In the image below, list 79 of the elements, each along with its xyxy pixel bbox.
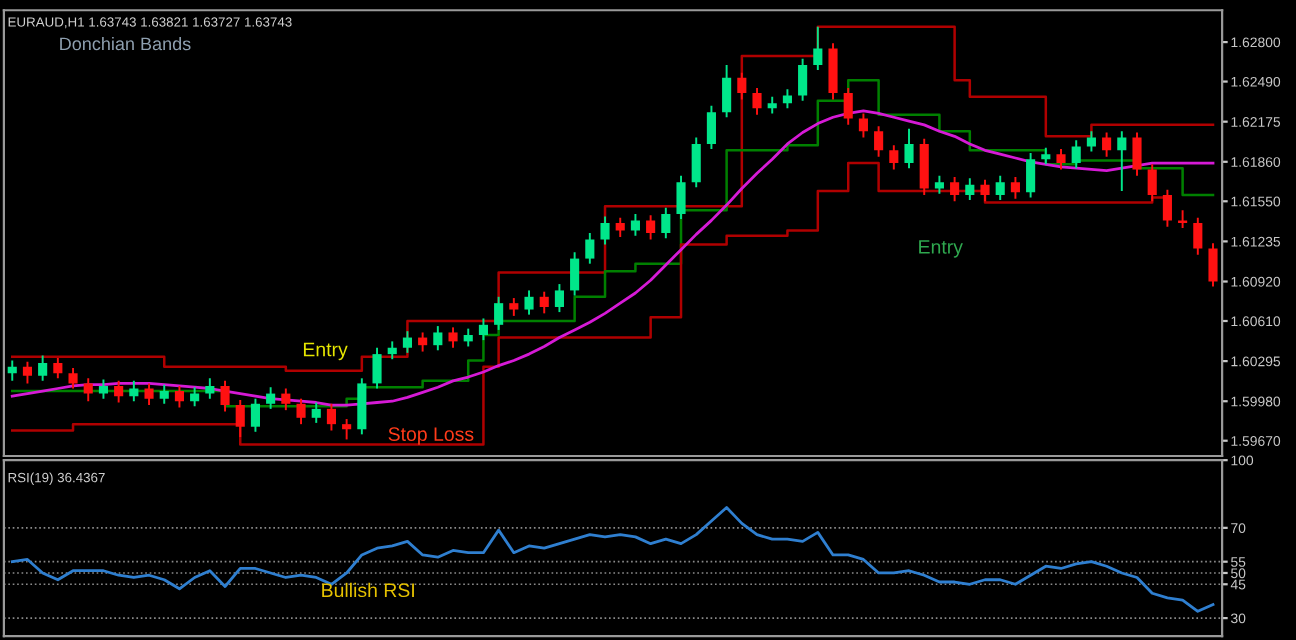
candlestick: [22, 360, 33, 385]
candlestick: [980, 178, 990, 203]
candlestick: [585, 232, 595, 265]
candlestick: [524, 289, 534, 316]
candlestick: [539, 290, 549, 315]
candlestick: [1026, 151, 1036, 199]
candlestick: [813, 25, 823, 72]
candlestick: [600, 215, 610, 246]
candlestick: [737, 71, 747, 101]
candlestick: [676, 174, 686, 221]
candlestick: [250, 397, 260, 433]
candlestick: [296, 397, 306, 426]
candlestick: [646, 214, 656, 241]
candlestick: [843, 86, 853, 126]
candlestick: [478, 317, 488, 342]
annotation: Entry: [303, 342, 348, 361]
annotation: Bullish RSI: [322, 582, 414, 598]
candlestick: [418, 331, 428, 353]
candlestick: [1132, 131, 1142, 177]
candlestick: [98, 378, 108, 400]
candlestick: [1208, 242, 1218, 288]
candlestick: [402, 330, 412, 354]
candlestick: [7, 359, 17, 382]
candlestick: [433, 325, 443, 352]
candlestick: [919, 137, 929, 196]
candlestick: [342, 418, 352, 441]
candlestick: [1147, 163, 1157, 203]
candlestick: [448, 326, 458, 349]
candlestick: [144, 382, 154, 407]
candlestick: [326, 402, 336, 432]
candlestick: [661, 206, 671, 240]
candlestick: [129, 379, 139, 403]
annotation: Entry: [919, 240, 963, 258]
candlestick: [372, 346, 382, 390]
candlestick: [205, 377, 215, 400]
candlestick: [1071, 139, 1081, 170]
candlestick: [706, 104, 716, 151]
annotation: Stop Loss: [388, 427, 474, 445]
candlestick: [858, 112, 868, 139]
candlestick: [1193, 216, 1203, 256]
candlestick: [615, 216, 625, 238]
candlestick: [159, 383, 169, 405]
candlestick: [1102, 131, 1112, 158]
candlestick: [889, 144, 899, 171]
candlestick: [965, 177, 975, 201]
candlestick: [798, 57, 808, 102]
candlestick: [1010, 176, 1020, 200]
candlestick: [691, 136, 701, 189]
candlestick: [1117, 130, 1127, 193]
candlestick: [494, 295, 504, 331]
candlestick: [114, 379, 124, 404]
candlestick: [357, 377, 367, 436]
line-series: [10, 506, 1215, 613]
candlestick: [995, 174, 1005, 201]
candlestick: [874, 125, 884, 158]
annotation: Donchian Bands: [60, 36, 191, 51]
candlestick: [68, 367, 78, 390]
candlestick: [38, 354, 48, 382]
candlestick: [220, 379, 230, 413]
candlestick: [235, 398, 245, 438]
candlestick: [1056, 148, 1066, 171]
candlestick: [174, 384, 184, 409]
candlestick: [311, 401, 321, 424]
candlestick: [83, 377, 93, 403]
candlestick: [554, 283, 564, 314]
candlestick: [53, 356, 63, 380]
candlestick: [752, 86, 762, 116]
candlestick: [722, 64, 732, 119]
candlestick: [190, 386, 200, 408]
candlestick: [904, 127, 914, 170]
candlestick: [281, 387, 291, 412]
candlestick: [630, 213, 640, 237]
candlestick: [782, 88, 792, 110]
candlestick: [1162, 188, 1172, 228]
candlestick: [1086, 130, 1096, 153]
candlestick: [570, 251, 580, 297]
candlestick: [266, 386, 276, 410]
candlestick: [950, 176, 960, 203]
candlestick: [828, 42, 838, 101]
